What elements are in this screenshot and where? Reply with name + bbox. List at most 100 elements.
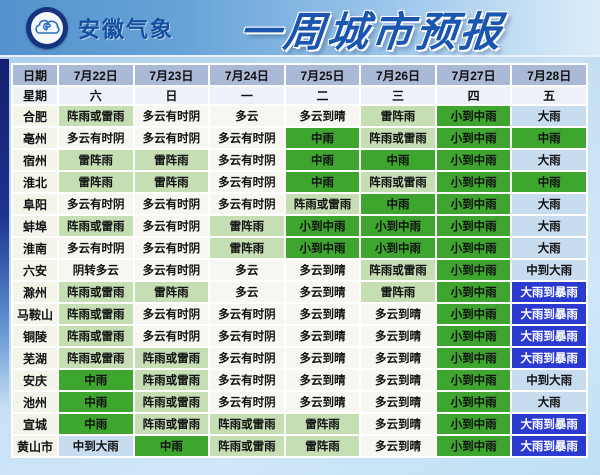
forecast-cell: 多云到晴 (285, 304, 360, 324)
forecast-cell: 雷阵雨 (134, 150, 209, 170)
week-label-cell: 星期 (13, 87, 57, 104)
city-name: 宿州 (13, 150, 57, 170)
forecast-cell: 大雨到暴雨 (512, 414, 586, 434)
forecast-cell: 多云到晴 (285, 326, 360, 346)
forecast-cell: 阵雨或雷雨 (59, 282, 133, 302)
forecast-row: 滁州 阵雨或雷雨 雷阵雨 多云 多云到晴 雷阵雨 小到中雨 大雨到暴雨 (13, 282, 586, 302)
city-name: 宣城 (13, 414, 57, 434)
forecast-cell: 多云到晴 (361, 436, 435, 456)
forecast-cell: 多云有时阴 (210, 304, 284, 324)
forecast-cell: 中雨 (59, 392, 133, 412)
forecast-cell: 阵雨或雷雨 (361, 128, 435, 148)
forecast-cell: 多云到晴 (361, 326, 435, 346)
forecast-row: 阜阳 多云有时阴 多云有时阴 多云有时阴 阵雨或雷雨 中雨 小到中雨 大雨 (13, 194, 586, 214)
forecast-cell: 多云有时阴 (134, 194, 209, 214)
forecast-cell: 大雨到暴雨 (512, 282, 586, 302)
city-name: 六安 (13, 260, 57, 280)
weekday-row: 星期六日一二三四五 (13, 87, 586, 104)
forecast-cell: 多云有时阴 (210, 194, 284, 214)
forecast-cell: 雷阵雨 (59, 172, 133, 192)
forecast-cell: 多云到晴 (285, 106, 360, 126)
forecast-cell: 小到中雨 (436, 194, 511, 214)
forecast-cell: 多云到晴 (361, 304, 435, 324)
forecast-cell: 阵雨或雷雨 (59, 348, 133, 368)
weekday-cell: 日 (134, 87, 209, 104)
forecast-cell: 雷阵雨 (59, 150, 133, 170)
forecast-cell: 小到中雨 (436, 282, 511, 302)
forecast-cell: 雷阵雨 (361, 282, 435, 302)
forecast-cell: 多云有时阴 (134, 304, 209, 324)
forecast-cell: 大雨 (512, 194, 586, 214)
date-label-cell: 日期 (13, 65, 57, 85)
forecast-cell: 大雨 (512, 216, 586, 236)
forecast-cell: 中雨 (361, 150, 435, 170)
city-name: 淮北 (13, 172, 57, 192)
forecast-cell: 大雨到暴雨 (512, 326, 586, 346)
city-name: 滁州 (13, 282, 57, 302)
forecast-cell: 多云到晴 (361, 392, 435, 412)
date-cell: 7月28日 (512, 65, 586, 85)
forecast-cell: 阵雨或雷雨 (59, 106, 133, 126)
forecast-cell: 中雨 (512, 172, 586, 192)
city-name: 阜阳 (13, 194, 57, 214)
forecast-cell: 阵雨或雷雨 (59, 304, 133, 324)
forecast-cell: 小到中雨 (436, 370, 511, 390)
forecast-cell: 多云有时阴 (210, 128, 284, 148)
forecast-cell: 大雨到暴雨 (512, 348, 586, 368)
forecast-cell: 阵雨或雷雨 (134, 370, 209, 390)
forecast-cell: 小到中雨 (436, 172, 511, 192)
forecast-cell: 阵雨或雷雨 (134, 348, 209, 368)
date-header-row: 日期 7月22日 7月23日 7月24日 7月25日 7月26日 7月27日 7月28日 (13, 65, 586, 85)
forecast-row: 亳州 多云有时阴 多云有时阴 多云有时阴 中雨 阵雨或雷雨 小到中雨 中雨 (13, 128, 586, 148)
forecast-row: 宿州 雷阵雨 雷阵雨 多云有时阴 中雨 中雨 小到中雨 大雨 (13, 150, 586, 170)
forecast-row: 铜陵 阵雨或雷雨 多云有时阴 多云有时阴 多云到晴 多云到晴 小到中雨 大雨到暴雨 (13, 326, 586, 346)
date-cell: 7月25日 (285, 65, 360, 85)
forecast-cell: 小到中雨 (361, 238, 435, 258)
forecast-cell: 多云有时阴 (134, 216, 209, 236)
forecast-cell: 小到中雨 (436, 414, 511, 434)
forecast-row: 芜湖 阵雨或雷雨 阵雨或雷雨 多云有时阴 多云到晴 多云到晴 小到中雨 大雨到暴雨 (13, 348, 586, 368)
forecast-cell: 小到中雨 (436, 106, 511, 126)
forecast-cell: 雷阵雨 (361, 106, 435, 126)
forecast-cell: 中雨 (285, 172, 360, 192)
forecast-cell: 小到中雨 (436, 436, 511, 456)
forecast-cell: 小到中雨 (436, 128, 511, 148)
weekday-cell: 一 (210, 87, 284, 104)
forecast-cell: 多云有时阴 (134, 326, 209, 346)
forecast-cell: 小到中雨 (436, 326, 511, 346)
forecast-cell: 小到中雨 (436, 238, 511, 258)
forecast-cell: 多云有时阴 (210, 348, 284, 368)
forecast-cell: 多云到晴 (285, 260, 360, 280)
forecast-cell: 多云到晴 (285, 282, 360, 302)
forecast-cell: 大雨 (512, 392, 586, 412)
forecast-cell: 多云有时阴 (59, 194, 133, 214)
forecast-cell: 多云有时阴 (134, 260, 209, 280)
forecast-cell: 多云到晴 (361, 414, 435, 434)
forecast-cell: 阵雨或雷雨 (210, 436, 284, 456)
forecast-cell: 小到中雨 (436, 392, 511, 412)
forecast-cell: 中雨 (134, 436, 209, 456)
forecast-row: 池州 中雨 阵雨或雷雨 多云有时阴 多云到晴 多云到晴 小到中雨 大雨 (13, 392, 586, 412)
brand-name: 安徽气象 (78, 16, 175, 42)
forecast-row: 六安 阴转多云 多云有时阴 多云 多云到晴 阵雨或雷雨 小到中雨 中到大雨 (13, 260, 586, 280)
forecast-row: 合肥 阵雨或雷雨 多云有时阴 多云 多云到晴 雷阵雨 小到中雨 大雨 (13, 106, 586, 126)
forecast-cell: 雷阵雨 (285, 414, 360, 434)
forecast-cell: 多云到晴 (361, 370, 435, 390)
forecast-cell: 小到中雨 (436, 260, 511, 280)
forecast-cell: 中到大雨 (512, 260, 586, 280)
weekday-cell: 五 (512, 87, 586, 104)
city-name: 合肥 (13, 106, 57, 126)
forecast-cell: 多云有时阴 (210, 370, 284, 390)
forecast-cell: 大雨 (512, 106, 586, 126)
forecast-cell: 阵雨或雷雨 (285, 194, 360, 214)
weekday-cell: 二 (285, 87, 360, 104)
forecast-cell: 中雨 (285, 150, 360, 170)
forecast-cell: 阵雨或雷雨 (59, 326, 133, 346)
logo-cloud-icon (31, 11, 63, 44)
forecast-cell: 中雨 (59, 414, 133, 434)
forecast-row: 安庆 中雨 阵雨或雷雨 多云有时阴 多云到晴 多云到晴 小到中雨 中到大雨 (13, 370, 586, 390)
forecast-cell: 小到中雨 (285, 216, 360, 236)
date-cell: 7月22日 (59, 65, 133, 85)
forecast-cell: 阵雨或雷雨 (210, 414, 284, 434)
